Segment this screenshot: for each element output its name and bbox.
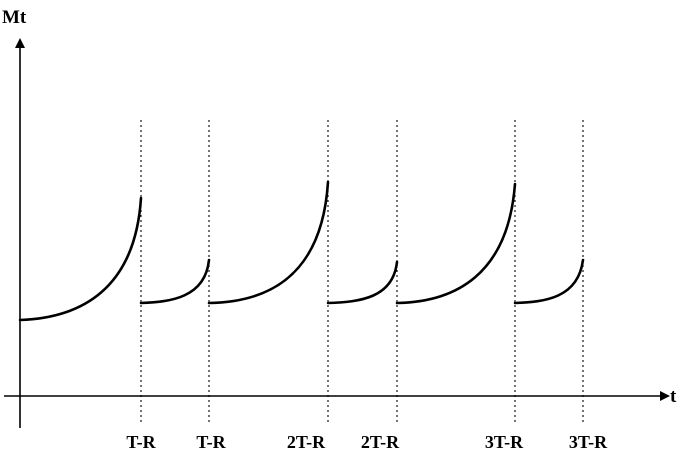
y-axis-label: Mt xyxy=(2,7,27,28)
x-axis-label: t xyxy=(670,386,677,407)
curve-segment xyxy=(207,180,330,305)
marker-label: 2T-R xyxy=(287,432,326,452)
marker-label: T-R xyxy=(196,432,226,452)
curve-segment xyxy=(139,258,211,305)
marker-label: 3T-R xyxy=(569,432,608,452)
marker-label: T-R xyxy=(126,432,156,452)
curve-segment xyxy=(326,260,399,305)
marker-label: 2T-R xyxy=(361,432,400,452)
marker-labels: T-R T-R 2T-R 2T-R 3T-R 3T-R xyxy=(126,432,608,452)
curve-segment xyxy=(18,196,143,322)
curve-segment xyxy=(513,258,585,305)
curves xyxy=(18,180,585,322)
marker-label: 3T-R xyxy=(485,432,524,452)
marker-lines xyxy=(140,120,584,422)
curve-segment xyxy=(395,182,517,305)
